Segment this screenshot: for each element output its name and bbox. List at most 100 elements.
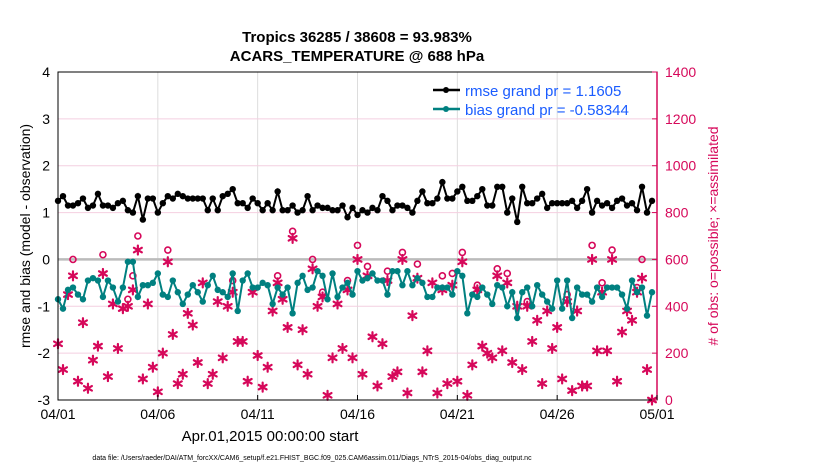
assimilated-obs-marker xyxy=(387,370,398,383)
assimilated-obs-marker xyxy=(292,359,303,371)
rmse-point xyxy=(119,197,127,205)
bias-point xyxy=(509,289,516,296)
assimilated-obs-marker xyxy=(137,373,148,385)
bias-point xyxy=(484,291,491,298)
bias-point xyxy=(304,286,311,294)
assimilated-obs-marker xyxy=(407,310,418,322)
bias-point xyxy=(439,284,446,291)
rmse-point xyxy=(439,178,446,186)
rmse-point xyxy=(479,185,486,193)
rmse-point xyxy=(484,202,491,209)
x-tick-label: 05/01 xyxy=(639,406,674,422)
possible-obs-marker xyxy=(99,250,107,259)
assimilated-obs-marker xyxy=(587,253,598,266)
rmse-point xyxy=(504,209,511,216)
rmse-point xyxy=(613,197,621,205)
rmse-point xyxy=(314,202,321,209)
assimilated-obs-marker xyxy=(337,342,348,355)
rmse-point xyxy=(129,209,137,216)
bias-point xyxy=(643,312,651,319)
bias-point xyxy=(164,293,172,301)
rmse-point xyxy=(558,200,566,207)
bias-point xyxy=(459,272,466,280)
rmse-point xyxy=(74,200,82,207)
rmse-point xyxy=(159,200,167,207)
rmse-point xyxy=(244,204,251,212)
rmse-point xyxy=(578,197,586,205)
assimilated-obs-marker xyxy=(567,385,578,397)
rmse-point xyxy=(509,195,516,202)
bias-point xyxy=(214,286,221,294)
rmse-point xyxy=(409,209,416,216)
y-tick-label: 2 xyxy=(42,158,50,174)
bias-point xyxy=(139,282,147,289)
rmse-point xyxy=(59,192,67,200)
rmse-point xyxy=(234,200,241,207)
possible-obs-marker xyxy=(638,255,646,264)
assimilated-obs-marker xyxy=(637,272,648,284)
rmse-point xyxy=(404,204,411,212)
rmse-point xyxy=(499,183,506,190)
legend-bias-marker xyxy=(443,106,449,112)
assimilated-obs-marker xyxy=(577,380,588,392)
bias-point xyxy=(464,310,471,317)
y-tick-label: 4 xyxy=(42,64,50,80)
rmse-point xyxy=(364,209,371,216)
bias-point xyxy=(548,305,556,312)
rmse-point xyxy=(384,197,391,205)
rmse-point xyxy=(389,207,396,214)
bias-point xyxy=(239,277,246,284)
rmse-point xyxy=(269,207,276,214)
bias-point xyxy=(474,293,481,301)
bias-point xyxy=(339,284,346,291)
bias-point xyxy=(64,286,72,294)
bias-point xyxy=(588,298,596,305)
assimilated-obs-marker xyxy=(122,300,133,312)
rmse-point xyxy=(144,195,152,202)
assimilated-obs-marker xyxy=(202,378,213,390)
bias-point xyxy=(349,291,356,298)
y2-tick-label: 200 xyxy=(665,345,689,361)
bias-point xyxy=(144,282,152,289)
bias-point xyxy=(404,267,411,275)
bias-point xyxy=(519,289,526,296)
assimilated-obs-marker xyxy=(112,342,123,355)
bias-point xyxy=(114,298,122,305)
assimilated-obs-marker xyxy=(152,386,163,398)
rmse-point xyxy=(489,202,496,209)
assimilated-obs-marker xyxy=(327,352,338,364)
bias-point xyxy=(129,258,137,265)
assimilated-obs-marker xyxy=(322,389,333,401)
bias-point xyxy=(319,272,326,280)
assimilated-obs-marker xyxy=(352,253,363,266)
rmse-point xyxy=(394,202,401,209)
rmse-point xyxy=(563,200,571,207)
possible-obs-marker xyxy=(308,255,317,264)
possible-obs-marker xyxy=(134,232,142,240)
rmse-point xyxy=(334,207,341,214)
bias-point xyxy=(593,284,601,291)
assimilated-obs-marker xyxy=(82,382,93,394)
bias-point xyxy=(84,277,92,284)
assimilated-obs-marker xyxy=(507,356,518,369)
y-tick-label: 3 xyxy=(42,111,50,127)
assimilated-obs-marker xyxy=(452,375,463,387)
rmse-point xyxy=(274,188,281,195)
y-tick-label: -3 xyxy=(38,392,51,408)
bias-point xyxy=(89,274,97,282)
bias-point xyxy=(469,291,476,298)
rmse-point xyxy=(583,185,591,193)
rmse-point xyxy=(194,195,201,202)
assimilated-obs-marker xyxy=(67,270,78,282)
bias-point xyxy=(399,282,406,289)
rmse-point xyxy=(154,209,162,216)
bias-point xyxy=(568,314,576,322)
rmse-point xyxy=(519,183,526,190)
bias-point xyxy=(573,284,581,291)
legend: rmse grand pr = 1.1605 bias grand pr = -… xyxy=(433,83,629,119)
bias-point xyxy=(489,300,496,308)
assimilated-obs-marker xyxy=(312,300,323,312)
bias-point xyxy=(284,284,291,291)
rmse-point xyxy=(638,183,646,190)
bias-point xyxy=(209,272,216,280)
